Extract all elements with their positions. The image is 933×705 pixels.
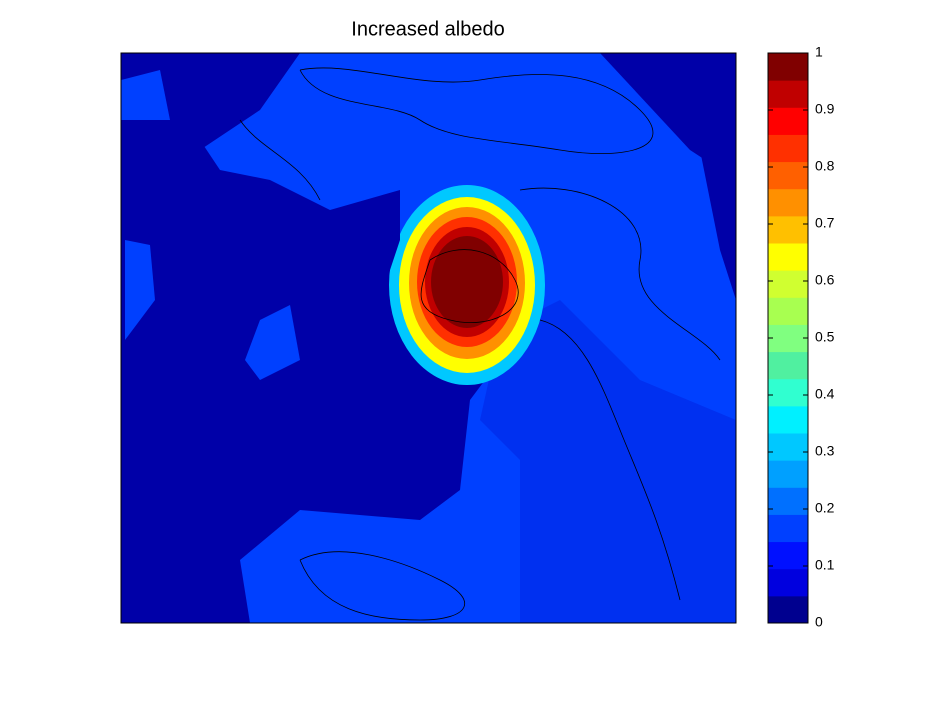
colorbar-segment [768, 324, 808, 353]
colorbar-tick-label: 0 [815, 614, 823, 630]
colorbar-segment [768, 568, 808, 597]
colorbar-tick-label: 0.9 [815, 101, 835, 117]
colorbar-tick-label: 0.2 [815, 500, 835, 516]
colorbar-segment [768, 460, 808, 488]
map-field [120, 52, 737, 624]
colorbar-segment [768, 53, 808, 81]
colorbar-tick-label: 0.8 [815, 158, 835, 174]
colorbar-tick-label: 0.4 [815, 386, 835, 402]
colorbar-segment [768, 541, 808, 570]
colorbar-segment [768, 487, 808, 515]
colorbar-segment [768, 378, 808, 407]
colorbar-segment [768, 405, 808, 434]
colorbar-segment [768, 134, 808, 163]
colorbar-tick-label: 0.1 [815, 557, 835, 573]
colorbar-segment [768, 161, 808, 190]
colorbar-segment [768, 433, 808, 461]
colorbar-tick-label: 1 [815, 44, 823, 60]
colorbar-segment [768, 243, 808, 271]
chart-title: Increased albedo [351, 18, 504, 40]
colorbar-tick-label: 0.6 [815, 272, 835, 288]
colorbar-segment [768, 80, 808, 108]
colorbar-tick-label: 0.5 [815, 329, 835, 345]
colorbar-tick-label: 0.3 [815, 443, 835, 459]
colorbar-segment [768, 297, 808, 325]
colorbar-segment [768, 270, 808, 298]
colorbar-segment [768, 595, 808, 624]
colorbar-segment [768, 188, 808, 217]
colorbar-tick-label: 0.7 [815, 215, 835, 231]
colorbar-segment [768, 514, 808, 543]
colorbar-segment [768, 107, 808, 135]
colorbar-segment [768, 215, 808, 244]
colorbar-segment [768, 351, 808, 380]
